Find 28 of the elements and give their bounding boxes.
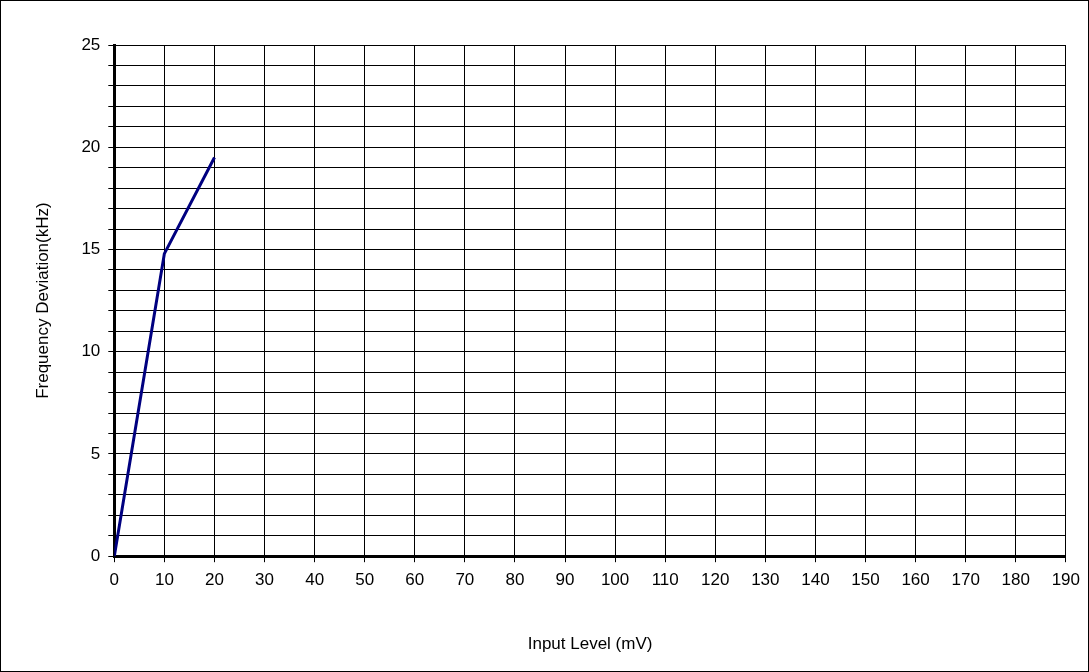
x-tick-label: 180 [1001,570,1030,590]
y-tick-label: 0 [90,545,101,565]
x-tick-label: 80 [505,570,525,590]
x-tick-label: 100 [600,570,630,590]
x-tick-label: 40 [305,570,325,590]
x-axis-title: Input Level (mV) [527,634,653,654]
x-tick-label: 50 [355,570,375,590]
x-tick-label: 190 [1051,570,1081,590]
y-tick-label: 15 [81,239,101,259]
x-tick-label: 110 [651,570,679,590]
x-tick-label: 150 [851,570,880,590]
x-tick-label: 0 [109,570,120,590]
x-tick-label: 170 [951,570,980,590]
x-tick-label: 160 [901,570,930,590]
x-tick-label: 60 [405,570,425,590]
y-axis-title: Frequency Deviation(kHz) [32,202,52,399]
x-tick-label: 20 [205,570,224,590]
y-tick-label: 25 [81,34,101,54]
x-tick-label: 70 [455,570,475,590]
x-tick-label: 90 [555,570,575,590]
y-tick-label: 10 [81,341,101,361]
x-tick-label: 10 [154,570,174,590]
x-tick-label: 30 [255,570,275,590]
y-tick-label: 5 [90,443,101,463]
x-tick-label: 140 [801,570,830,590]
y-tick-label: 20 [81,136,101,156]
x-tick-label: 130 [751,570,780,590]
x-tick-label: 120 [701,570,730,590]
